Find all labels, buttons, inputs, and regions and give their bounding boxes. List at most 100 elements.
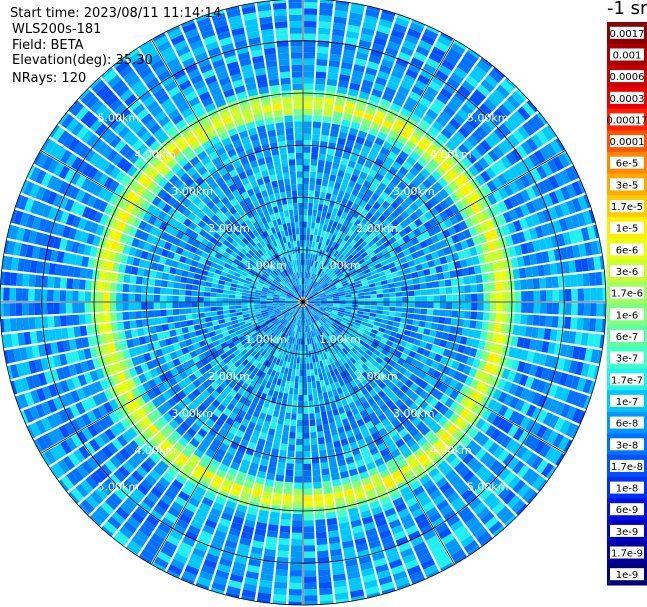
range-gate <box>436 363 445 373</box>
range-gate <box>522 338 531 350</box>
range-gate <box>304 33 316 41</box>
range-gate <box>444 397 455 408</box>
range-gate <box>331 323 338 329</box>
range-gate <box>363 352 371 360</box>
range-gate <box>312 330 316 337</box>
range-gate <box>320 325 326 332</box>
range-gate <box>142 496 156 509</box>
range-gate <box>318 569 331 577</box>
range-gate <box>271 448 279 456</box>
range-gate <box>504 514 517 527</box>
range-gate <box>257 339 264 346</box>
range-gate <box>296 171 303 178</box>
range-gate <box>518 430 530 444</box>
ray <box>180 306 302 585</box>
range-gate <box>409 402 419 412</box>
range-gate <box>339 350 346 357</box>
range-gate <box>507 457 520 471</box>
range-gate <box>261 426 269 435</box>
range-gate <box>303 171 310 178</box>
range-gate <box>507 370 517 382</box>
range-gate <box>290 557 302 565</box>
range-gate <box>290 222 295 229</box>
range-gate <box>361 476 372 486</box>
range-gate <box>315 71 327 79</box>
range-gate <box>179 314 187 321</box>
range-gate <box>380 581 395 592</box>
range-gate <box>35 419 47 435</box>
range-gate <box>380 319 388 325</box>
range-gate <box>508 346 517 358</box>
range-gate <box>123 274 131 284</box>
range-gate <box>172 383 182 393</box>
range-gate <box>237 444 247 453</box>
range-gate <box>159 302 167 309</box>
range-gate <box>304 582 317 590</box>
range-gate <box>296 325 300 332</box>
range-gate <box>317 354 322 362</box>
range-gate <box>568 360 578 374</box>
range-gate <box>294 482 303 489</box>
range-gate <box>260 297 267 300</box>
range-gate <box>371 402 380 412</box>
range-gate <box>289 576 302 584</box>
range-gate <box>275 322 282 328</box>
range-gate <box>309 318 313 325</box>
range-gate <box>412 463 424 475</box>
range-gate <box>328 530 340 538</box>
range-gate <box>41 453 51 466</box>
range-gate <box>375 563 389 574</box>
range-gate <box>294 133 303 141</box>
ray <box>10 303 298 395</box>
range-gate <box>303 482 312 489</box>
range-gate <box>447 543 462 556</box>
range-gate <box>419 400 429 410</box>
range-gate <box>199 502 211 513</box>
range-gate <box>413 406 423 417</box>
range-gate <box>306 306 311 312</box>
range-gate <box>209 347 217 355</box>
range-gate <box>154 482 167 494</box>
range-gate <box>566 406 577 421</box>
range-gate <box>75 401 86 415</box>
range-gate <box>280 443 288 451</box>
range-gate <box>337 325 345 331</box>
range-gate <box>425 342 433 351</box>
range-gate <box>526 491 538 504</box>
range-gate <box>445 358 454 368</box>
range-gate <box>303 215 308 222</box>
range-gate <box>188 497 201 508</box>
range-gate <box>289 431 296 439</box>
range-gate <box>118 465 131 478</box>
range-gate <box>343 369 350 377</box>
range-gate <box>277 462 286 470</box>
range-gate <box>293 305 299 310</box>
range-gate <box>136 448 148 461</box>
range-gate <box>229 286 237 292</box>
range-gate <box>122 293 129 302</box>
range-gate <box>158 339 167 348</box>
range-gate <box>178 355 187 364</box>
range-gate <box>298 344 301 351</box>
range-gate <box>433 338 442 346</box>
range-gate <box>264 548 276 557</box>
range-gate <box>369 332 377 339</box>
range-gate <box>164 489 177 501</box>
range-gate <box>303 495 313 502</box>
range-gate <box>328 536 341 544</box>
range-gate <box>19 347 28 361</box>
range-gate <box>242 525 255 534</box>
range-gate <box>277 391 284 399</box>
range-gate <box>53 315 61 328</box>
range-gate <box>226 360 234 369</box>
range-gate <box>377 302 384 306</box>
range-gate <box>464 411 476 423</box>
range-gate <box>303 326 305 333</box>
range-gate <box>307 338 310 345</box>
range-gate <box>207 404 217 413</box>
range-gate <box>196 508 209 519</box>
range-gate <box>333 485 343 493</box>
range-gate <box>276 365 282 373</box>
range-gate <box>307 303 314 307</box>
range-gate <box>230 441 240 450</box>
